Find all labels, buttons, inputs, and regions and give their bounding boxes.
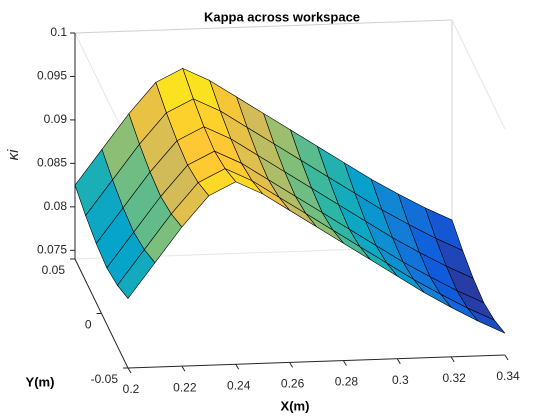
x-tick <box>235 364 240 370</box>
x-tick <box>450 356 455 363</box>
x-tick-label: 0.28 <box>335 375 359 389</box>
z-tick-label: 0.075 <box>37 242 67 256</box>
x-tick-label: 0.22 <box>173 380 197 394</box>
y-tick-label: 0 <box>85 318 92 332</box>
x-tick <box>396 358 401 364</box>
x-tick-label: 0.24 <box>227 378 251 392</box>
x-tick-label: 0.2 <box>123 382 140 396</box>
y-tick-label: 0.05 <box>42 263 66 277</box>
x-tick <box>504 354 509 361</box>
box-edge <box>74 32 129 143</box>
z-tick-label: 0.095 <box>37 69 67 83</box>
z-tick-label: 0.09 <box>44 112 68 126</box>
x-tick-label: 0.3 <box>392 373 409 387</box>
x-axis <box>127 354 506 369</box>
x-tick <box>127 367 132 374</box>
x-axis-label: X(m) <box>281 398 310 413</box>
chart-title: Kappa across workspace <box>204 9 360 24</box>
z-tick-label: 0.08 <box>44 199 68 213</box>
x-tick-label: 0.34 <box>496 369 520 383</box>
y-axis-label: Y(m) <box>26 374 55 389</box>
box-edge <box>74 19 453 34</box>
x-tick <box>181 365 186 372</box>
x-tick-label: 0.26 <box>281 377 305 391</box>
surface-patch <box>117 249 156 299</box>
box-edge <box>451 19 506 130</box>
z-tick-label: 0.1 <box>50 25 67 39</box>
y-tick-label: -0.05 <box>91 372 119 386</box>
x-tick-label: 0.32 <box>442 371 466 385</box>
z-axis-label: κi <box>5 149 22 161</box>
x-tick <box>289 362 294 368</box>
z-tick-label: 0.085 <box>37 156 67 170</box>
x-tick <box>342 360 347 366</box>
